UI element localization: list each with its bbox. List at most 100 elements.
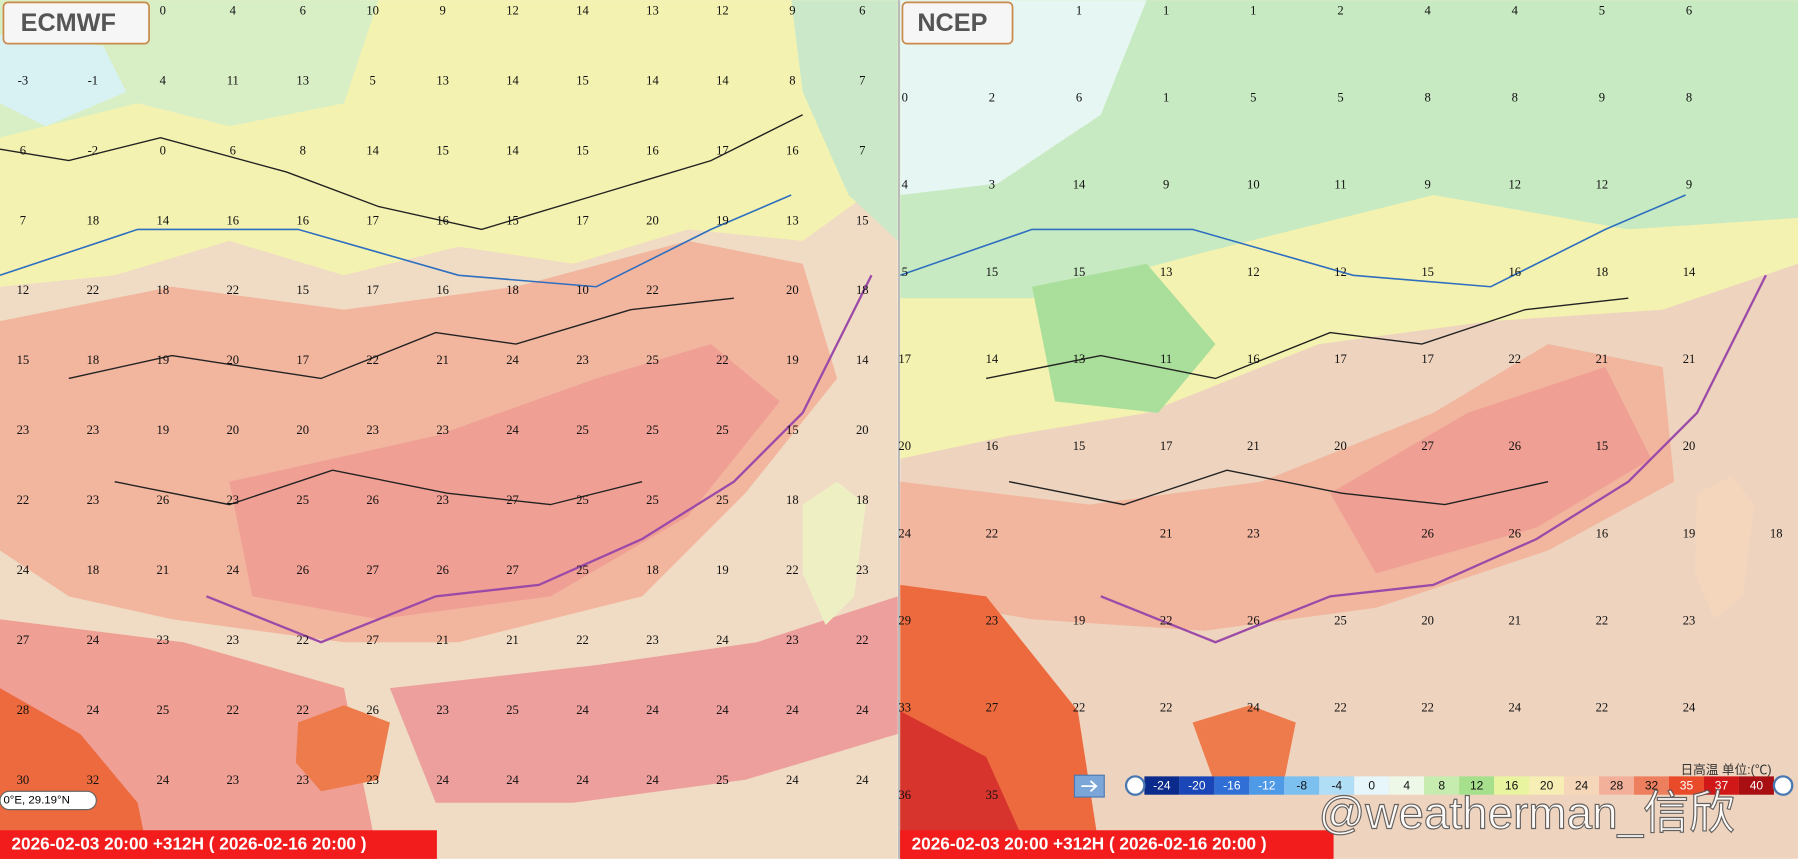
temp-label: 5	[1599, 3, 1605, 17]
temp-label: 23	[226, 773, 239, 787]
colorbar-cell	[1494, 776, 1530, 795]
colorbar-label: 4	[1403, 778, 1410, 792]
temp-label: 14	[646, 73, 659, 87]
colorbar-cell	[1354, 776, 1390, 795]
temp-label: 26	[366, 493, 379, 507]
temp-label: 18	[646, 563, 659, 577]
temp-label: 8	[1512, 91, 1518, 105]
temp-label: 17	[296, 353, 309, 367]
colorbar-label: 32	[1645, 778, 1659, 792]
temp-label: 12	[1247, 265, 1260, 279]
temp-label: 25	[296, 493, 309, 507]
temp-label: 23	[296, 773, 309, 787]
temp-label: 20	[1683, 439, 1696, 453]
slider-handle[interactable]	[1772, 775, 1794, 796]
temp-label: 16	[646, 143, 659, 157]
temp-label: 22	[296, 703, 309, 717]
temp-label: 25	[576, 563, 589, 577]
temp-label: 25	[157, 703, 170, 717]
temp-label: 21	[1247, 439, 1260, 453]
temp-label: 18	[856, 283, 869, 297]
temp-label: 24	[646, 773, 659, 787]
colorbar-label: 24	[1575, 778, 1589, 792]
temp-label: 8	[1424, 91, 1430, 105]
temp-label: 24	[506, 773, 519, 787]
temp-label: 23	[226, 633, 239, 647]
temp-label: 21	[436, 353, 449, 367]
temp-label: 5	[902, 265, 908, 279]
temp-label: 17	[366, 283, 379, 297]
temp-label: 12	[506, 3, 519, 17]
temp-label: 25	[646, 353, 659, 367]
temp-label: 24	[436, 773, 449, 787]
ncep-map	[900, 0, 1798, 859]
temp-label: 21	[1683, 352, 1696, 366]
temp-label: 15	[1421, 265, 1434, 279]
temp-label: 11	[227, 73, 239, 87]
temp-label: 26	[157, 493, 170, 507]
temp-label: 7	[859, 143, 865, 157]
temp-label: 4	[160, 73, 167, 87]
temp-label: 10	[366, 3, 379, 17]
colorbar-cell	[1249, 776, 1285, 795]
temp-label: 1	[1076, 3, 1082, 17]
temp-label: 14	[856, 353, 869, 367]
temp-label: -1	[88, 73, 99, 87]
temp-label: 26	[436, 563, 449, 577]
temp-label: 15	[506, 213, 519, 227]
temp-label: 22	[786, 563, 799, 577]
temp-label: 14	[1073, 178, 1086, 192]
temp-label: 23	[366, 773, 379, 787]
temp-label: 24	[226, 563, 239, 577]
temp-label: 0	[902, 91, 908, 105]
temp-label: 18	[87, 353, 100, 367]
temp-label: -2	[88, 143, 99, 157]
temp-label: 18	[506, 283, 519, 297]
temp-label: 22	[1334, 701, 1347, 715]
temp-label: 25	[576, 423, 589, 437]
temp-label: 8	[789, 73, 795, 87]
temp-label: 15	[986, 265, 999, 279]
temp-label: 23	[646, 633, 659, 647]
temp-label: 15	[1596, 439, 1609, 453]
colorbar-cell	[1284, 776, 1320, 795]
labels: 0 4 6 10 9 12 14 13 12 9 6-3 -1 4 11 13 5 13 14 15 14 14 8 76-…	[17, 3, 1783, 801]
temp-label: 24	[506, 423, 519, 437]
slider-handle[interactable]	[1124, 775, 1146, 796]
temp-label: 0	[160, 143, 166, 157]
temp-label: 23	[856, 563, 869, 577]
temp-label: 6	[1686, 3, 1692, 17]
temp-label: 15	[576, 143, 589, 157]
temp-label: 24	[856, 773, 869, 787]
footer-bar	[0, 830, 437, 859]
temp-label: 32	[87, 773, 100, 787]
temp-label: 13	[786, 213, 799, 227]
temp-label: 9	[789, 3, 795, 17]
temp-label: 23	[157, 633, 170, 647]
temp-label: 27	[366, 563, 379, 577]
temp-label: 27	[506, 493, 519, 507]
temp-label: 24	[786, 703, 799, 717]
temp-label: 14	[157, 213, 170, 227]
temp-label: 33	[898, 701, 911, 715]
temp-label: 14	[506, 143, 519, 157]
temp-label: 23	[1247, 526, 1260, 540]
temp-label: 22	[856, 633, 869, 647]
temp-label: 16	[986, 439, 999, 453]
colorbar-cell	[1179, 776, 1215, 795]
temp-label: 16	[226, 213, 239, 227]
temp-label: 15	[576, 73, 589, 87]
temp-label: 26	[1508, 439, 1521, 453]
temp-label: 20	[898, 439, 911, 453]
model-label: ECMWF	[21, 9, 116, 37]
temp-label: 27	[986, 701, 999, 715]
temp-label: 26	[1421, 526, 1434, 540]
temp-label: 21	[506, 633, 519, 647]
temp-label: 22	[1160, 613, 1173, 627]
temp-label: 23	[436, 493, 449, 507]
temp-label: 17	[576, 213, 589, 227]
temp-label: 20	[646, 213, 659, 227]
temp-label: 18	[786, 493, 799, 507]
temp-label: 18	[1596, 265, 1609, 279]
temp-label: 2	[989, 91, 995, 105]
